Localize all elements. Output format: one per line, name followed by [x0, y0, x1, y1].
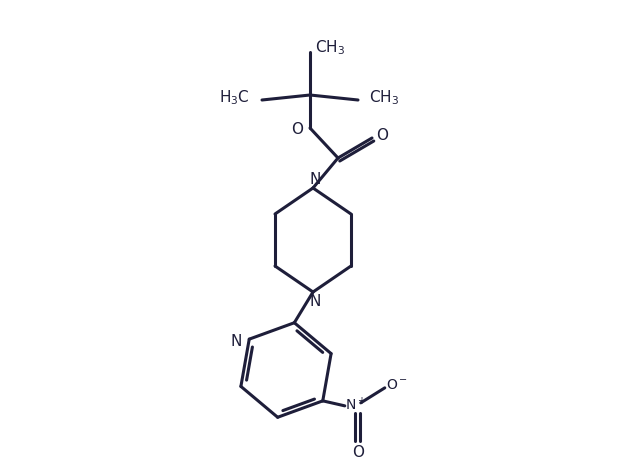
Text: H$_3$C: H$_3$C	[219, 89, 250, 107]
Text: N: N	[230, 334, 242, 349]
Text: O: O	[352, 446, 364, 460]
Text: O$^-$: O$^-$	[386, 378, 408, 392]
Text: N$^+$: N$^+$	[345, 396, 367, 414]
Text: N: N	[309, 172, 321, 187]
Text: O: O	[376, 128, 388, 143]
Text: O: O	[291, 122, 303, 136]
Text: N: N	[309, 293, 321, 308]
Text: CH$_3$: CH$_3$	[369, 89, 399, 107]
Text: CH$_3$: CH$_3$	[315, 39, 345, 57]
